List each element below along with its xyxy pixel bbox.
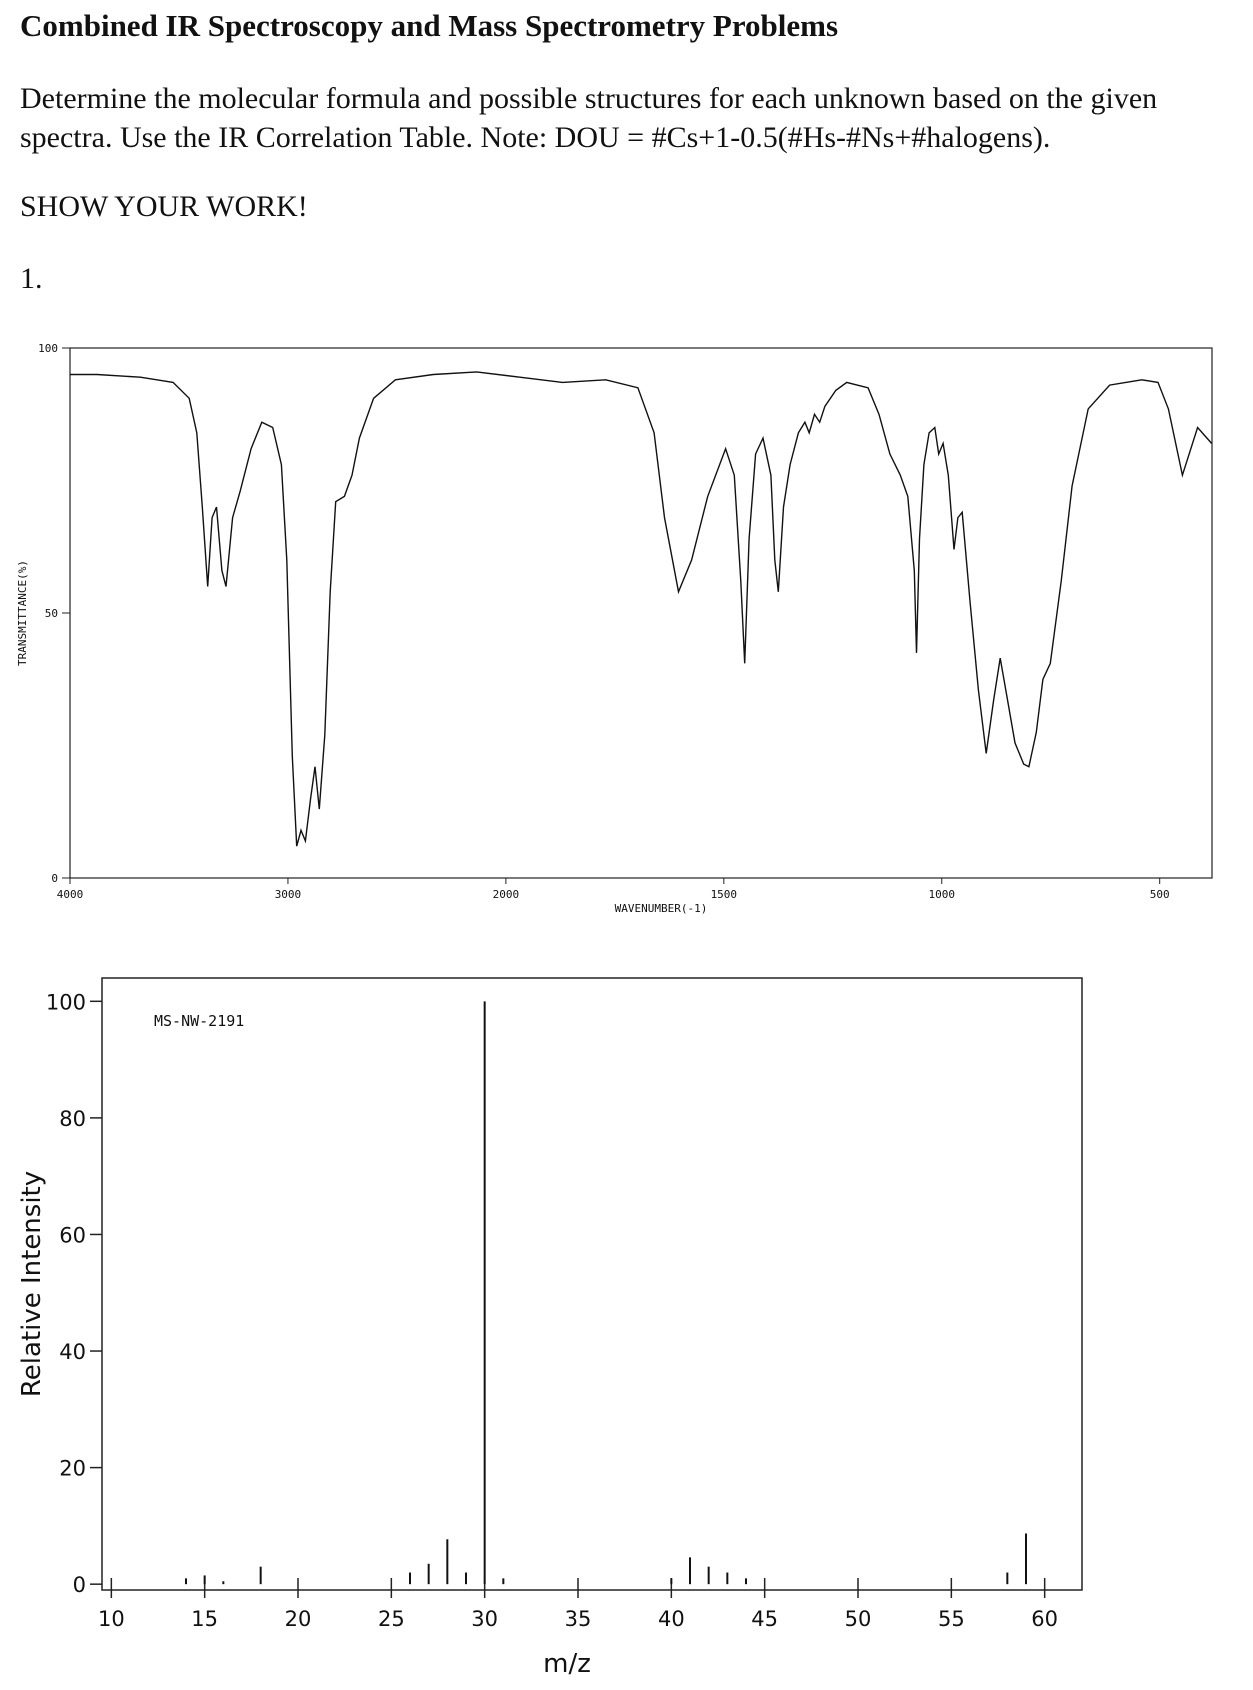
x-tick-label: 3000 <box>275 888 302 901</box>
problem-number: 1. <box>20 262 43 295</box>
ir-chart: 0 50 100 4000 3000 2000 1500 1000 500 WAVENUMBER(… <box>16 342 1213 915</box>
y-tick-label: 40 <box>59 1340 86 1364</box>
y-axis-label: TRANSMITTANCE(%) <box>16 560 29 666</box>
x-tick-label: 2000 <box>493 888 520 901</box>
y-tick-label: 0 <box>51 872 58 885</box>
spectrum-line <box>70 371 1213 847</box>
x-tick-label: 500 <box>1150 888 1170 901</box>
y-tick-label: 100 <box>38 342 58 355</box>
x-tick-label: 1500 <box>711 888 738 901</box>
plot-frame <box>101 977 1083 1591</box>
x-tick-label: 45 <box>751 1607 778 1631</box>
x-tick-label: 55 <box>938 1607 965 1631</box>
show-work: SHOW YOUR WORK! <box>20 190 308 223</box>
x-tick-label: 20 <box>285 1607 312 1631</box>
y-tick-label: 20 <box>59 1457 86 1481</box>
x-axis-label: WAVENUMBER(-1) <box>615 902 708 915</box>
y-tick-label: 100 <box>46 990 86 1014</box>
x-tick-label: 40 <box>658 1607 685 1631</box>
x-tick-label: 15 <box>191 1607 218 1631</box>
y-tick-label: 0 <box>73 1573 86 1597</box>
y-tick-label: 60 <box>59 1223 86 1247</box>
y-tick-label: 50 <box>45 607 58 620</box>
title: Combined IR Spectroscopy and Mass Spectr… <box>20 8 839 43</box>
instructions: Determine the molecular formula and poss… <box>20 82 1158 115</box>
x-tick-label: 1000 <box>929 888 956 901</box>
x-axis-label: m/z <box>543 1649 591 1679</box>
x-tick-label: 10 <box>98 1607 125 1631</box>
x-tick-label: 35 <box>565 1607 592 1631</box>
plot-frame <box>69 347 1213 879</box>
x-tick-label: 30 <box>471 1607 498 1631</box>
ms-chart: 0 20 40 60 80 100 10 15 20 25 30 35 40 45 50 55 60 m/z Rel… <box>17 977 1083 1679</box>
x-tick-label: 25 <box>378 1607 405 1631</box>
annotation: MS-NW-2191 <box>154 1012 244 1030</box>
x-tick-label: 4000 <box>57 888 84 901</box>
x-tick-label: 50 <box>845 1607 872 1631</box>
y-tick-label: 80 <box>59 1107 86 1131</box>
x-tick-label: 60 <box>1031 1607 1058 1631</box>
y-axis-label: Relative Intensity <box>17 1171 47 1397</box>
instructions: spectra. Use the IR Correlation Table. N… <box>20 121 1051 154</box>
